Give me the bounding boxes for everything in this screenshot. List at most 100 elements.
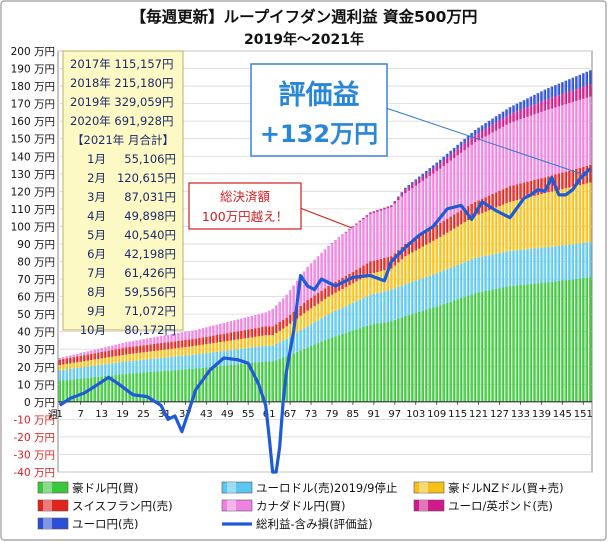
bar-segment-cad bbox=[309, 263, 313, 298]
bar-segment-cad bbox=[222, 322, 226, 334]
bar-highlight-eur_sell bbox=[383, 291, 385, 323]
bar-segment-audnzd bbox=[306, 310, 309, 327]
bar-highlight-chf bbox=[544, 177, 545, 194]
bar-segment-cad bbox=[320, 252, 323, 291]
bar-segment-eur_sell bbox=[93, 365, 96, 378]
bar-highlight-audnzd bbox=[191, 346, 193, 355]
bar-segment-aud bbox=[243, 363, 246, 402]
bar-segment-chf bbox=[107, 350, 110, 358]
bar-segment-chf bbox=[205, 336, 208, 345]
bar-highlight-chf bbox=[163, 342, 165, 350]
bar-highlight-chf bbox=[386, 257, 388, 270]
bar-highlight-cad bbox=[167, 334, 168, 343]
bar-highlight-eurgbp bbox=[516, 111, 517, 121]
bar-highlight-aud bbox=[544, 282, 545, 402]
bar-segment-cad bbox=[58, 357, 62, 360]
bar-segment-cad bbox=[323, 249, 327, 289]
bar-segment-chf bbox=[274, 324, 278, 333]
bar-segment-chf bbox=[442, 220, 445, 235]
bar-highlight-eur_buy bbox=[585, 71, 587, 86]
bar-segment-aud bbox=[75, 378, 79, 402]
bar-highlight-eur_buy bbox=[460, 141, 461, 147]
bar-highlight-audnzd bbox=[425, 244, 427, 277]
bar-segment-chf bbox=[543, 177, 547, 194]
bar-highlight-eur_sell bbox=[327, 314, 329, 339]
bar-segment-eur_sell bbox=[79, 367, 82, 379]
bar-highlight-eur_sell bbox=[428, 275, 430, 309]
bar-segment-cad bbox=[526, 116, 529, 182]
bar-highlight-cad bbox=[561, 105, 563, 173]
bar-segment-eur_buy bbox=[505, 109, 508, 117]
bar-segment-cad bbox=[501, 126, 505, 190]
bar-highlight-chf bbox=[167, 342, 168, 350]
bar-segment-aud bbox=[435, 306, 438, 402]
bar-segment-eur_sell bbox=[540, 247, 543, 283]
monthly-row-value: 71,072円 bbox=[124, 304, 176, 318]
bar-segment-aud bbox=[166, 370, 170, 402]
bar-highlight-chf bbox=[191, 339, 193, 347]
bar-segment-audnzd bbox=[173, 348, 177, 357]
y-tick-label: 0 万円 bbox=[24, 397, 55, 409]
bar-segment-eur_buy bbox=[452, 147, 456, 153]
bar-segment-eur_buy bbox=[501, 111, 505, 119]
bar-segment-eurgbp bbox=[449, 154, 452, 161]
bar-highlight-audnzd bbox=[589, 182, 591, 243]
legend-label: スイスフラン円(売) bbox=[72, 499, 173, 513]
bar-highlight-cad bbox=[303, 271, 304, 304]
bar-highlight-eur_sell bbox=[397, 286, 399, 319]
bar-highlight-audnzd bbox=[97, 358, 99, 366]
bar-highlight-eur_sell bbox=[247, 347, 249, 364]
bar-segment-audnzd bbox=[246, 337, 250, 348]
bar-segment-audnzd bbox=[564, 188, 568, 246]
bar-highlight-aud bbox=[523, 284, 524, 402]
bar-segment-aud bbox=[212, 366, 215, 402]
bar-segment-eurgbp bbox=[519, 109, 522, 120]
bar-segment-chf bbox=[264, 326, 267, 336]
bar-highlight-eur_sell bbox=[250, 347, 252, 363]
bar-segment-cad bbox=[124, 342, 128, 348]
bar-highlight-aud bbox=[76, 378, 78, 402]
bar-segment-aud bbox=[222, 365, 226, 402]
bar-segment-eur_sell bbox=[512, 250, 515, 286]
bar-highlight-cad bbox=[505, 124, 507, 188]
bar-highlight-audnzd bbox=[561, 189, 563, 246]
bar-segment-aud bbox=[383, 322, 386, 402]
bar-highlight-cad bbox=[386, 208, 388, 258]
bar-highlight-chf bbox=[491, 193, 493, 209]
bar-highlight-chf bbox=[463, 208, 465, 223]
bar-segment-eur_sell bbox=[571, 244, 575, 280]
bar-segment-audnzd bbox=[588, 182, 592, 243]
bar-highlight-eurgbp bbox=[393, 201, 395, 204]
bar-segment-eur_sell bbox=[410, 281, 414, 314]
bar-segment-eur_sell bbox=[170, 356, 173, 371]
total-profit-line-path bbox=[58, 167, 592, 474]
bar-highlight-aud bbox=[229, 364, 231, 402]
bar-highlight-chf bbox=[519, 183, 521, 200]
bar-highlight-cad bbox=[163, 335, 165, 343]
bar-segment-audnzd bbox=[86, 360, 89, 367]
bar-segment-audnzd bbox=[456, 226, 459, 266]
bar-segment-eur_sell bbox=[124, 361, 128, 374]
bar-segment-eur_sell bbox=[173, 356, 177, 371]
bar-segment-eur_sell bbox=[267, 345, 271, 362]
bar-segment-cad bbox=[487, 134, 491, 196]
monthly-row-label: 8月 bbox=[87, 285, 106, 299]
bar-segment-eurgbp bbox=[533, 104, 536, 115]
bar-segment-cad bbox=[191, 330, 194, 340]
bar-highlight-aud bbox=[174, 370, 175, 402]
bar-segment-eur_buy bbox=[557, 83, 561, 96]
x-tick-label: 85 bbox=[347, 409, 360, 420]
bar-segment-eur_sell bbox=[536, 248, 540, 284]
bar-highlight-aud bbox=[114, 374, 116, 402]
legend-label: 総利益-含み損(評価益) bbox=[256, 517, 373, 531]
bar-highlight-eur_buy bbox=[571, 77, 573, 91]
bar-highlight-cad bbox=[418, 183, 420, 236]
bar-highlight-audnzd bbox=[118, 355, 119, 363]
bar-segment-chf bbox=[575, 168, 578, 186]
bar-highlight-aud bbox=[219, 366, 221, 402]
bar-highlight-eur_buy bbox=[564, 80, 566, 93]
bar-highlight-aud bbox=[585, 277, 587, 402]
bar-segment-aud bbox=[494, 288, 498, 402]
bar-highlight-eurgbp bbox=[397, 197, 399, 201]
bar-segment-chf bbox=[142, 345, 145, 353]
